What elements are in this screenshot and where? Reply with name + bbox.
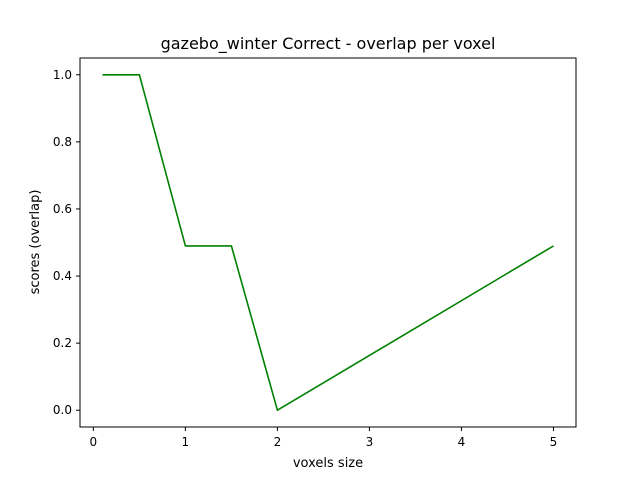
- x-axis-label: voxels size: [293, 456, 363, 471]
- series-layer: [102, 74, 554, 412]
- x-tick-label: 3: [366, 435, 374, 449]
- y-tick-label: 1.0: [53, 68, 72, 82]
- y-tick-label: 0.6: [53, 202, 72, 216]
- y-tick-label: 0.8: [53, 135, 72, 149]
- axes-frame: [79, 57, 577, 428]
- x-axis: 0 1 2 3 4 5: [90, 427, 558, 449]
- x-tick-label: 2: [274, 435, 282, 449]
- y-axis-label: scores (overlap): [28, 190, 43, 295]
- x-tick-label: 1: [182, 435, 190, 449]
- series-line: [102, 74, 554, 412]
- x-tick-label: 5: [550, 435, 558, 449]
- chart-title: gazebo_winter Correct - overlap per voxe…: [161, 34, 496, 54]
- y-tick-label: 0.2: [53, 336, 72, 350]
- x-tick-label: 4: [458, 435, 466, 449]
- y-axis: 0.0 0.2 0.4 0.6 0.8 1.0: [53, 68, 80, 417]
- plot-area: [79, 57, 577, 428]
- y-tick-label: 0.0: [53, 403, 72, 417]
- x-tick-label: 0: [90, 435, 98, 449]
- y-tick-label: 0.4: [53, 269, 72, 283]
